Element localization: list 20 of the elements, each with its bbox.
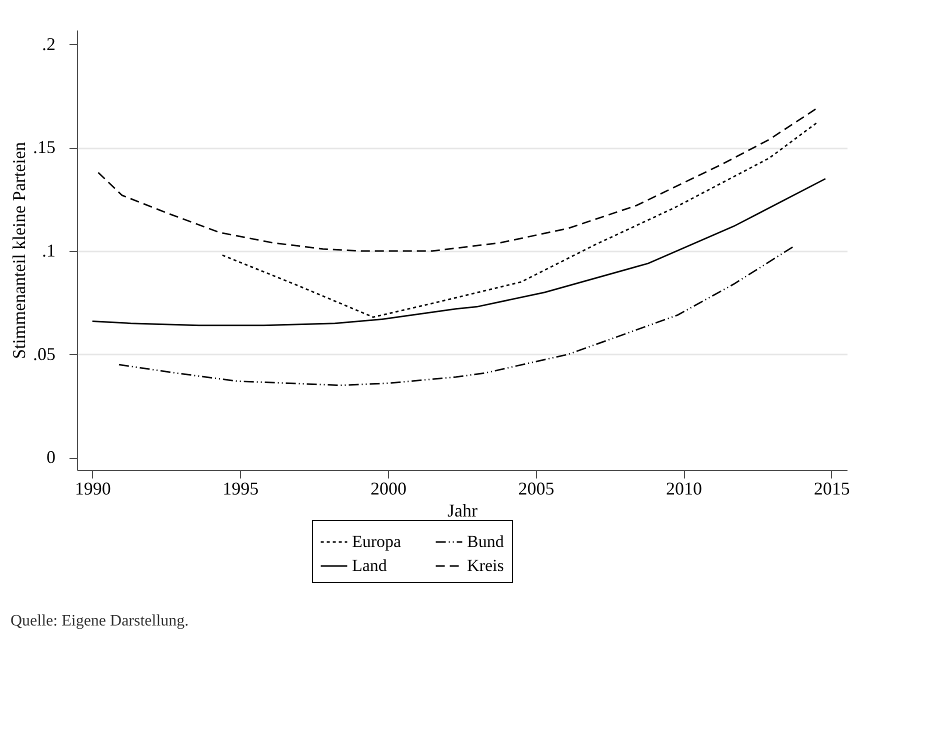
x-tick-label: 2000 bbox=[370, 478, 406, 498]
legend-label: Europa bbox=[352, 532, 402, 551]
x-tick-label: 1995 bbox=[222, 478, 259, 498]
y-tick-label: .05 bbox=[33, 344, 56, 364]
legend-label: Land bbox=[352, 556, 388, 575]
legend-label: Bund bbox=[467, 532, 504, 551]
x-axis-title: Jahr bbox=[448, 500, 478, 520]
y-tick-label: .1 bbox=[42, 240, 56, 261]
x-tick-label: 2005 bbox=[518, 478, 554, 498]
x-tick-label: 1990 bbox=[74, 478, 111, 498]
y-axis-title: Stimmenanteil kleine Parteien bbox=[9, 142, 29, 359]
x-tick-label: 2010 bbox=[666, 478, 702, 498]
source-note: Quelle: Eigene Darstellung. bbox=[10, 612, 189, 630]
line-series bbox=[98, 108, 818, 252]
y-tick-label: .2 bbox=[42, 34, 56, 54]
legend-label: Kreis bbox=[467, 556, 504, 575]
line-series bbox=[118, 246, 794, 386]
x-tick-label: 2015 bbox=[814, 478, 850, 498]
y-tick-label: .15 bbox=[33, 137, 56, 158]
y-tick-label: 0 bbox=[46, 447, 56, 468]
